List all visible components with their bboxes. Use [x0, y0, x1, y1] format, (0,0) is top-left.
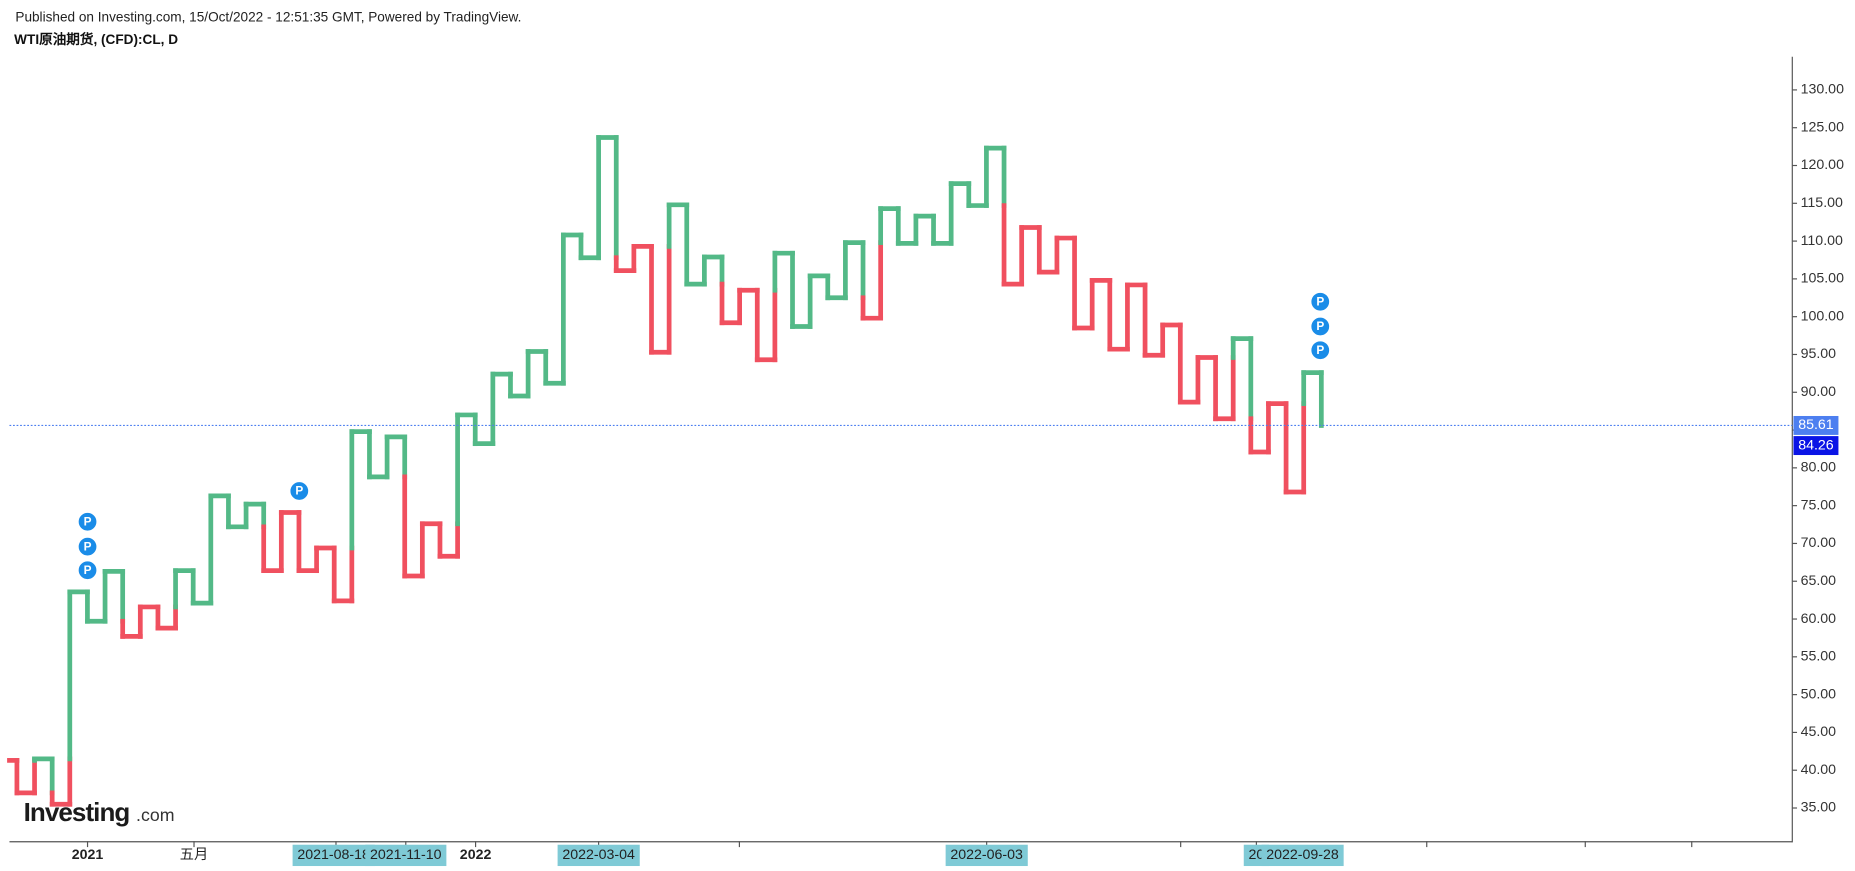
x-tick-label: 2021-08-18	[297, 847, 370, 863]
symbol-title: WTI原油期货, (CFD):CL, D	[14, 31, 178, 47]
y-tick-label: 80.00	[1801, 460, 1837, 476]
event-marker	[77, 536, 98, 557]
x-tick-label: 2022-03-04	[562, 847, 635, 863]
event-marker	[289, 480, 310, 502]
x-tick-label: 2021-11-10	[370, 847, 442, 863]
y-tick-label: 120.00	[1801, 157, 1845, 173]
y-tick-label: 55.00	[1801, 649, 1837, 665]
y-tick-label: 95.00	[1801, 346, 1837, 362]
price-label: 84.26	[1798, 437, 1834, 453]
published-note: Published on Investing.com, 15/Oct/2022 …	[15, 9, 521, 24]
x-tick-label: 2021	[72, 847, 104, 863]
y-tick-label: 110.00	[1801, 233, 1843, 249]
x-label-highlight	[557, 844, 640, 867]
event-marker-label: P	[1316, 294, 1324, 308]
plot-area	[7, 135, 1324, 807]
y-tick-label: 50.00	[1801, 686, 1837, 702]
event-marker	[77, 560, 98, 581]
x-tick-label: 20	[1248, 847, 1264, 863]
x-label-highlight	[945, 844, 1028, 867]
watermark-suffix: .com	[136, 805, 174, 825]
y-tick-label: 125.00	[1801, 119, 1845, 135]
x-tick-label: 五月	[180, 847, 208, 863]
y-tick-label: 100.00	[1801, 308, 1845, 324]
event-marker-label: P	[1316, 319, 1324, 333]
event-marker-label: P	[295, 484, 303, 498]
x-tick-label: 2022	[460, 847, 492, 863]
y-tick-label: 45.00	[1801, 724, 1837, 740]
y-tick-label: 70.00	[1801, 535, 1837, 551]
y-tick-label: 35.00	[1801, 800, 1837, 816]
event-marker	[77, 511, 98, 532]
x-label-highlight	[365, 844, 447, 867]
event-marker-label: P	[84, 514, 92, 528]
y-tick-label: 60.00	[1801, 611, 1837, 627]
price-label: 85.61	[1798, 417, 1834, 433]
x-label-highlight	[292, 844, 375, 867]
event-marker	[1310, 316, 1331, 337]
y-tick-label: 115.00	[1801, 195, 1843, 211]
y-tick-label: 65.00	[1801, 573, 1837, 589]
watermark-main: Investing	[24, 797, 130, 827]
y-tick-label: 90.00	[1801, 384, 1837, 400]
price-label-box	[1793, 415, 1839, 435]
event-marker-label: P	[84, 563, 92, 577]
event-marker	[1310, 340, 1331, 361]
watermark: Investing .com	[24, 797, 175, 827]
y-tick-label: 105.00	[1801, 271, 1845, 287]
event-marker	[1310, 291, 1331, 312]
y-tick-label: 75.00	[1801, 497, 1837, 513]
x-label-highlight	[1261, 844, 1344, 867]
event-marker-label: P	[84, 539, 92, 553]
price-label-box	[1793, 436, 1839, 456]
y-tick-label: 130.00	[1801, 82, 1845, 98]
y-tick-label: 40.00	[1801, 762, 1837, 778]
x-tick-label: 2022-09-28	[1266, 847, 1339, 863]
event-marker-label: P	[1316, 343, 1324, 357]
x-tick-label: 2022-06-03	[950, 847, 1023, 863]
